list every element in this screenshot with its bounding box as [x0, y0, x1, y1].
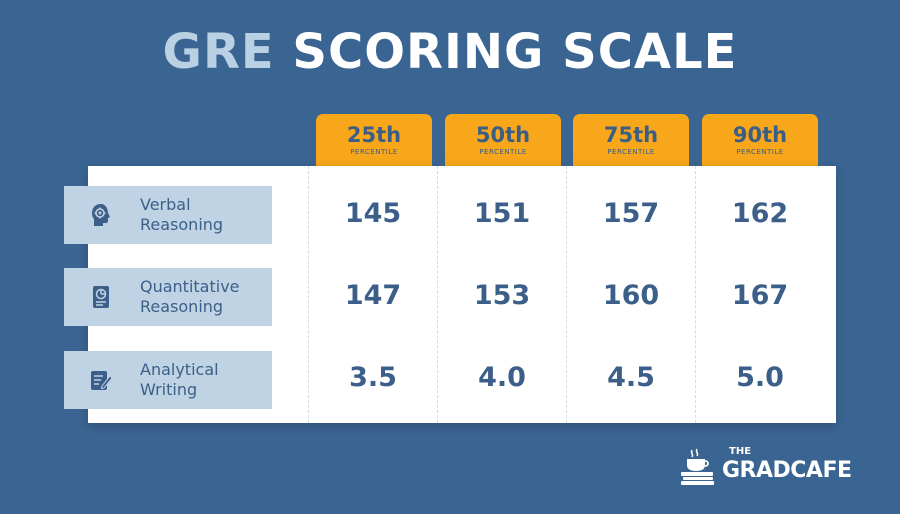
percentile-sublabel: PERCENTILE — [350, 148, 398, 156]
coffee-books-icon — [681, 448, 714, 485]
column-divider — [566, 166, 567, 423]
head-gear-icon — [92, 204, 110, 226]
document-pencil-icon — [91, 371, 113, 390]
percentile-label: 90th — [732, 123, 788, 147]
score-cell-writing-90: 5.0 — [736, 362, 784, 393]
column-divider — [437, 166, 438, 423]
title-gre: GRE — [162, 24, 275, 80]
title-scoring-scale: SCORING SCALE — [292, 24, 738, 80]
percentile-sublabel: PERCENTILE — [736, 148, 784, 156]
score-cell-verbal-25: 145 — [344, 198, 402, 229]
score-cell-verbal-90: 162 — [731, 198, 789, 229]
logo-name: GRADCAFE — [722, 458, 852, 483]
page-title: GRE SCORING SCALE — [0, 24, 900, 80]
percentile-label: 25th — [346, 123, 402, 147]
gradcafe-logo: THE GRADCAFE — [678, 444, 868, 488]
score-cell-verbal-50: 151 — [473, 198, 531, 229]
score-cell-quant-50: 153 — [473, 280, 531, 311]
score-cell-quant-90: 167 — [731, 280, 789, 311]
score-cell-writing-75: 4.5 — [607, 362, 655, 393]
score-cell-quant-25: 147 — [344, 280, 402, 311]
percentile-header-25: 25th PERCENTILE — [316, 114, 432, 166]
row-label-verbal: Verbal Reasoning — [64, 186, 272, 244]
chart-document-icon — [93, 286, 109, 308]
percentile-label: 75th — [603, 123, 659, 147]
percentile-header-90: 90th PERCENTILE — [702, 114, 818, 166]
row-label-text: Analytical Writing — [140, 360, 219, 399]
percentile-sublabel: PERCENTILE — [479, 148, 527, 156]
row-label-quantitative: Quantitative Reasoning — [64, 268, 272, 326]
percentile-header-50: 50th PERCENTILE — [445, 114, 561, 166]
percentile-header-75: 75th PERCENTILE — [573, 114, 689, 166]
score-cell-writing-50: 4.0 — [478, 362, 526, 393]
column-divider — [308, 166, 309, 423]
percentile-label: 50th — [475, 123, 531, 147]
row-label-analytical: Analytical Writing — [64, 351, 272, 409]
percentile-sublabel: PERCENTILE — [607, 148, 655, 156]
score-cell-writing-25: 3.5 — [349, 362, 397, 393]
score-cell-quant-75: 160 — [602, 280, 660, 311]
logo-the: THE — [729, 446, 752, 457]
column-divider — [695, 166, 696, 423]
row-label-text: Verbal Reasoning — [140, 195, 224, 234]
score-cell-verbal-75: 157 — [602, 198, 660, 229]
row-label-text: Quantitative Reasoning — [140, 277, 240, 316]
